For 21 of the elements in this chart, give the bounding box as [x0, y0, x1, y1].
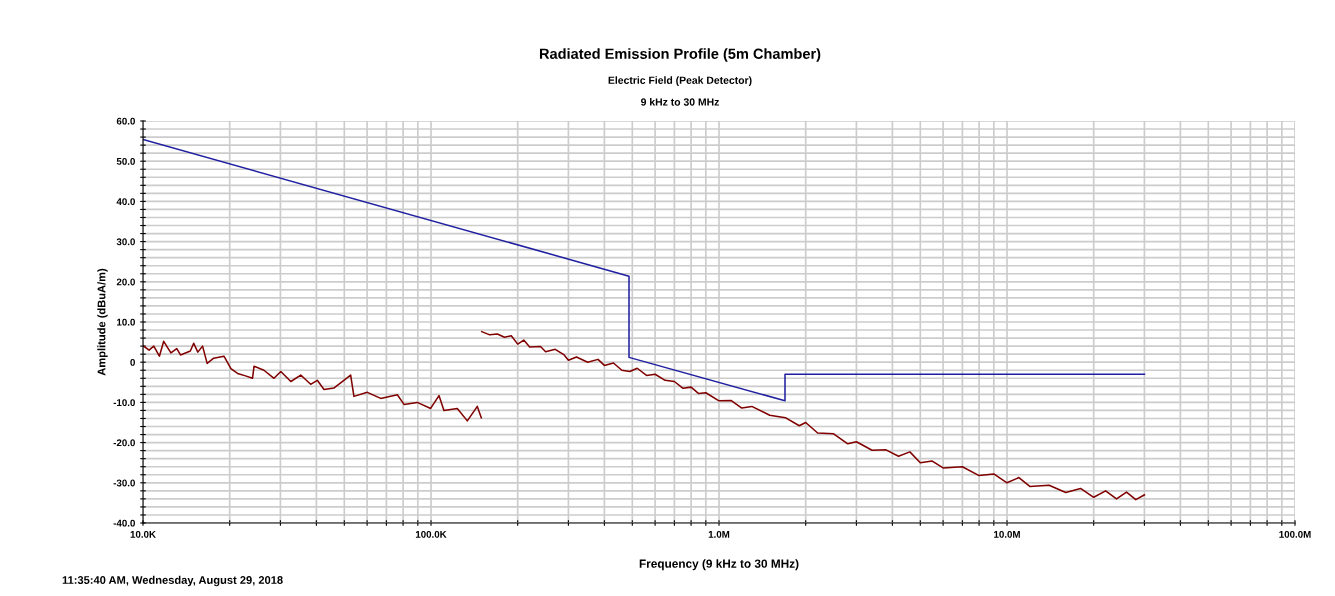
- y-tick-label: 30.0: [116, 238, 135, 246]
- y-tick-label: 20.0: [116, 278, 135, 286]
- y-tick-label: -30.0: [113, 479, 135, 487]
- y-axis-title: Amplitude (dBuA/m): [97, 268, 108, 376]
- x-tick-label: 100.0M: [1279, 530, 1311, 538]
- x-tick-label: 10.0K: [130, 530, 156, 538]
- x-tick-label: 100.0K: [415, 530, 447, 538]
- y-tick-label: 60.0: [116, 117, 135, 125]
- y-tick-label: -10.0: [113, 399, 135, 407]
- y-tick-label: 10.0: [117, 318, 135, 326]
- chart-title: Radiated Emission Profile (5m Chamber): [539, 48, 821, 62]
- y-tick-label: 40.0: [116, 198, 135, 206]
- chart-subtitle: Electric Field (Peak Detector) 9 kHz to 30 MHz: [608, 76, 752, 106]
- y-tick-label: -40.0: [113, 519, 135, 527]
- y-tick-label: -20.0: [113, 439, 135, 447]
- y-tick-label: 50.0: [116, 157, 135, 165]
- text: 11:35:40 AM, Wednesday, August 29, 2018: [62, 575, 283, 587]
- x-tick-label: 1.0M: [708, 530, 730, 538]
- x-tick-label: 10.0M: [994, 530, 1020, 538]
- x-axis-title: Frequency (9 kHz to 30 MHz): [639, 559, 799, 571]
- y-tick-label: 0: [130, 358, 135, 366]
